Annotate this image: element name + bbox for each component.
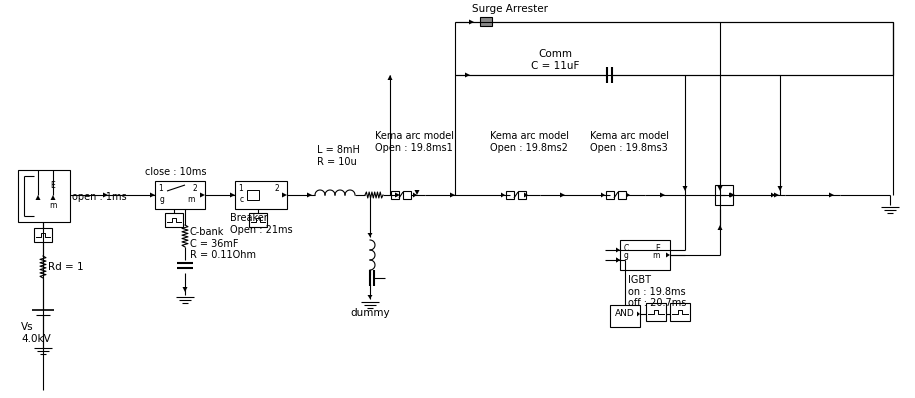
Polygon shape: [730, 193, 735, 197]
Text: 2: 2: [192, 184, 197, 193]
Polygon shape: [469, 20, 474, 25]
Bar: [620, 240, 670, 270]
Text: Kema arc model
Open : 19.8ms1: Kema arc model Open : 19.8ms1: [375, 131, 454, 153]
Text: m: m: [652, 251, 660, 260]
Text: 1: 1: [238, 184, 242, 193]
Bar: [391, 191, 399, 199]
Bar: [480, 17, 492, 26]
Text: m: m: [49, 201, 57, 211]
Bar: [34, 228, 52, 242]
Polygon shape: [395, 193, 400, 197]
Bar: [606, 191, 614, 199]
Bar: [165, 213, 183, 227]
Text: c: c: [240, 195, 244, 205]
Polygon shape: [150, 193, 155, 197]
Text: AND: AND: [615, 308, 635, 318]
Text: g: g: [160, 195, 165, 205]
Polygon shape: [182, 287, 188, 292]
Text: C: C: [624, 244, 630, 253]
Polygon shape: [683, 186, 687, 191]
Polygon shape: [200, 193, 205, 197]
Bar: [518, 191, 526, 199]
Polygon shape: [501, 193, 505, 197]
Polygon shape: [368, 295, 372, 299]
Polygon shape: [414, 190, 419, 195]
Text: g: g: [624, 251, 629, 260]
Polygon shape: [717, 186, 723, 191]
Text: Surge Arrester: Surge Arrester: [472, 4, 548, 14]
Polygon shape: [616, 258, 620, 263]
Polygon shape: [282, 193, 287, 197]
Polygon shape: [307, 193, 312, 197]
Polygon shape: [368, 233, 372, 237]
Polygon shape: [450, 193, 455, 197]
Polygon shape: [36, 195, 40, 200]
Bar: [646, 303, 666, 321]
Bar: [155, 181, 205, 209]
Text: m: m: [188, 195, 195, 205]
Text: C-bank
C = 36mF
R = 0.11Ohm: C-bank C = 36mF R = 0.11Ohm: [190, 227, 256, 260]
Polygon shape: [829, 193, 834, 197]
Text: Rd = 1: Rd = 1: [48, 262, 83, 272]
Polygon shape: [616, 248, 620, 252]
Bar: [235, 181, 287, 209]
Text: Kema arc model
Open : 19.8ms3: Kema arc model Open : 19.8ms3: [590, 131, 669, 153]
Polygon shape: [560, 193, 565, 197]
Text: 1: 1: [158, 184, 163, 193]
Bar: [610, 305, 640, 327]
Text: dummy: dummy: [350, 308, 390, 318]
Polygon shape: [103, 193, 108, 197]
Text: IGBT
on : 19.8ms
off : 20.7ms: IGBT on : 19.8ms off : 20.7ms: [628, 275, 686, 308]
Polygon shape: [666, 252, 670, 258]
Text: Breaker
Open : 21ms: Breaker Open : 21ms: [230, 213, 293, 234]
Text: L = 8mH
R = 10u: L = 8mH R = 10u: [317, 145, 360, 167]
Polygon shape: [774, 193, 779, 197]
Polygon shape: [717, 225, 723, 230]
Polygon shape: [637, 312, 640, 316]
Bar: [403, 191, 411, 199]
Polygon shape: [50, 195, 56, 200]
Bar: [715, 185, 733, 205]
Text: Comm
C = 11uF: Comm C = 11uF: [531, 49, 579, 71]
Polygon shape: [778, 186, 782, 191]
Bar: [618, 191, 626, 199]
Polygon shape: [524, 193, 528, 197]
Text: close : 10ms: close : 10ms: [145, 167, 207, 177]
Polygon shape: [729, 193, 733, 197]
Polygon shape: [616, 258, 620, 263]
Polygon shape: [626, 193, 630, 197]
Text: Vs
4.0kV: Vs 4.0kV: [21, 322, 50, 343]
Bar: [670, 303, 690, 321]
Polygon shape: [230, 193, 235, 197]
Polygon shape: [465, 72, 470, 78]
Bar: [18, 170, 70, 222]
Polygon shape: [601, 193, 605, 197]
Bar: [249, 213, 267, 227]
Text: 2: 2: [274, 184, 279, 193]
Text: open : 1ms: open : 1ms: [72, 192, 126, 202]
Text: Kema arc model
Open : 19.8ms2: Kema arc model Open : 19.8ms2: [490, 131, 569, 153]
Text: E: E: [50, 181, 56, 189]
Polygon shape: [771, 193, 775, 197]
Polygon shape: [413, 193, 417, 197]
Polygon shape: [387, 75, 393, 80]
Bar: [506, 191, 514, 199]
Polygon shape: [660, 193, 665, 197]
Text: E: E: [655, 244, 660, 253]
Bar: [247, 190, 259, 200]
